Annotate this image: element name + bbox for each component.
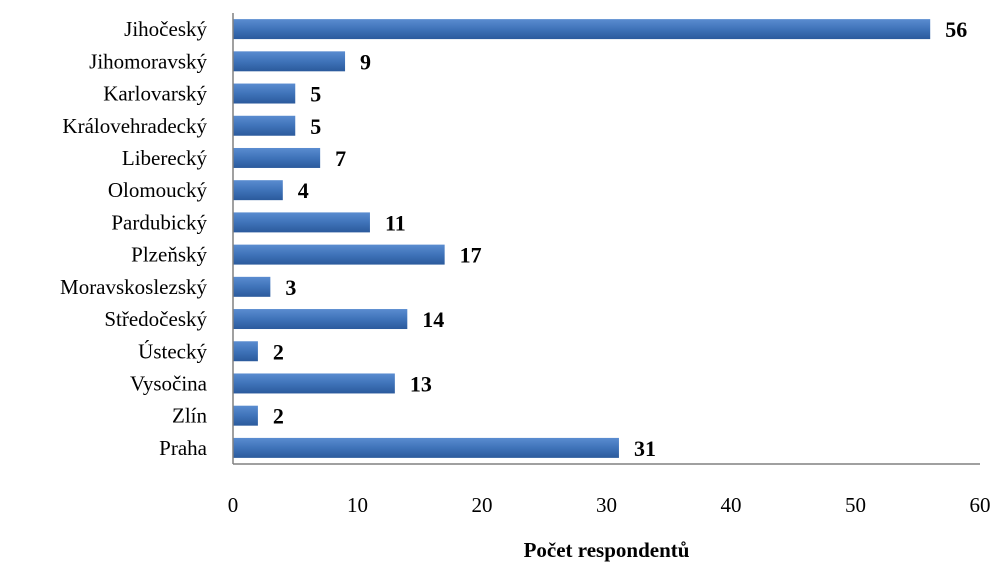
data-label-8: 3 [285,275,296,300]
x-tick-6: 60 [970,493,991,517]
category-label-8: Moravskoslezský [60,275,207,299]
bar-4 [233,147,321,168]
data-label-9: 14 [422,307,444,332]
category-label-3: Královehradecký [62,114,207,138]
x-tick-4: 40 [721,493,742,517]
category-label-4: Liberecký [122,146,208,170]
data-label-5: 4 [298,178,309,203]
category-label-12: Zlín [172,404,207,428]
x-tick-3: 30 [596,493,617,517]
category-label-5: Olomoucký [108,178,208,202]
category-label-11: Vysočina [130,371,208,395]
x-tick-1: 10 [347,493,368,517]
data-label-1: 9 [360,49,371,74]
bar-2 [233,83,296,104]
category-label-6: Pardubický [111,210,207,234]
bar-5 [233,180,283,201]
x-axis-title: Počet respondentů [524,538,690,562]
bar-11 [233,373,395,394]
data-label-4: 7 [335,146,346,171]
data-label-6: 11 [385,210,406,235]
bar-8 [233,276,271,297]
data-label-10: 2 [273,339,284,364]
category-label-0: Jihočeský [124,17,207,41]
bar-3 [233,115,296,136]
x-tick-0: 0 [228,493,239,517]
data-label-2: 5 [310,82,321,107]
data-label-11: 13 [410,371,432,396]
data-label-7: 17 [460,243,482,268]
category-label-10: Ústecký [138,339,207,363]
bar-6 [233,212,370,233]
category-label-7: Plzeňský [131,243,207,267]
bar-10 [233,341,258,362]
bar-12 [233,405,258,426]
data-label-13: 31 [634,436,656,461]
data-label-12: 2 [273,404,284,429]
bar-9 [233,309,408,330]
bar-7 [233,244,445,265]
bars-group [233,19,931,458]
x-tick-labels: 0 10 20 30 40 50 60 [228,493,991,517]
x-tick-5: 50 [845,493,866,517]
category-label-9: Středočeský [104,307,207,331]
category-label-1: Jihomoravský [89,49,207,73]
category-label-13: Praha [159,436,207,460]
x-tick-2: 20 [472,493,493,517]
category-labels: Jihočeský Jihomoravský Karlovarský Královeh… [60,17,208,460]
bar-0 [233,19,931,40]
data-label-0: 56 [945,17,967,42]
bar-13 [233,437,619,458]
bar-1 [233,51,346,72]
category-label-2: Karlovarský [103,82,207,106]
data-label-3: 5 [310,114,321,139]
